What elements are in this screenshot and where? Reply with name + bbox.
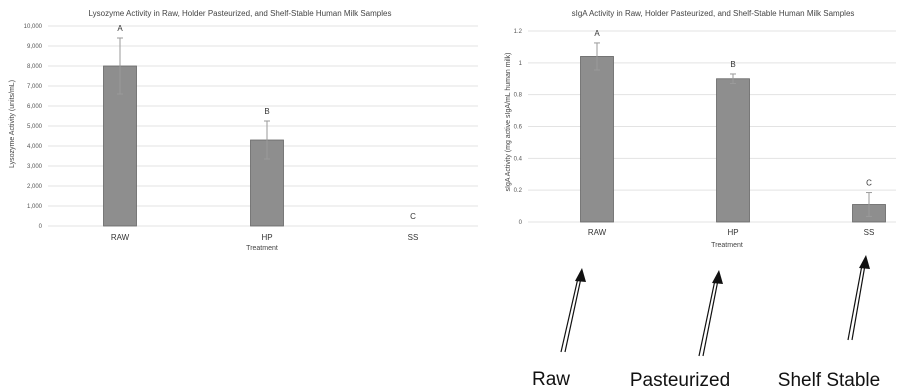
siga-y-tick-label: 1.2 <box>514 29 523 35</box>
siga-category-label-hp: HP <box>727 228 738 237</box>
lysozyme-y-tick-label: 3,000 <box>27 164 43 170</box>
annotation-pasteurized: Pasteurized <box>630 370 730 391</box>
siga-y-tick-label: 0.8 <box>514 93 523 99</box>
siga-y-tick-label: 0 <box>519 220 523 226</box>
lysozyme-y-axis-label: Lysozyme Activity (units/mL) <box>9 80 16 168</box>
siga-x-axis-label: Treatment <box>711 242 743 249</box>
lysozyme-category-label-hp: HP <box>261 233 272 242</box>
lysozyme-x-axis-label: Treatment <box>246 245 278 252</box>
annotation-shelf-stable: Shelf Stable <box>778 370 880 391</box>
lysozyme-y-tick-label: 8,000 <box>27 64 43 70</box>
lysozyme-y-tick-label: 9,000 <box>27 44 43 50</box>
siga-bar-hp <box>716 78 750 223</box>
lysozyme-y-tick-label: 1,000 <box>27 204 43 210</box>
annotation-raw: Raw <box>532 369 570 390</box>
annotation-group: Raw Pasteurized Shelf Stable <box>532 255 880 391</box>
raw-arrow-icon <box>560 268 586 353</box>
lysozyme-category-label-raw: RAW <box>111 233 130 242</box>
lysozyme-significance-ss: C <box>410 212 416 221</box>
siga-chart: sIgA Activity in Raw, Holder Pasteurized… <box>505 9 896 249</box>
lysozyme-y-tick-label: 7,000 <box>27 84 43 90</box>
lysozyme-category-label-ss: SS <box>408 233 419 242</box>
lysozyme-y-tick-label: 0 <box>39 224 43 230</box>
lysozyme-chart: Lysozyme Activity in Raw, Holder Pasteur… <box>9 9 478 252</box>
siga-bar-raw <box>580 56 614 223</box>
lysozyme-significance-hp: B <box>264 107 269 116</box>
lysozyme-y-tick-label: 5,000 <box>27 124 43 130</box>
siga-y-tick-label: 1 <box>519 61 523 67</box>
lysozyme-y-tick-label: 10,000 <box>24 24 43 30</box>
lysozyme-chart-title: Lysozyme Activity in Raw, Holder Pasteur… <box>89 9 392 18</box>
siga-chart-title: sIgA Activity in Raw, Holder Pasteurized… <box>572 9 855 18</box>
siga-significance-ss: C <box>866 179 872 188</box>
siga-category-label-raw: RAW <box>588 228 607 237</box>
siga-category-label-ss: SS <box>864 228 875 237</box>
lysozyme-y-tick-label: 6,000 <box>27 104 43 110</box>
siga-y-axis-label: sIgA Activity (mg active sIgA/mL human m… <box>505 52 512 191</box>
lysozyme-y-tick-label: 2,000 <box>27 184 43 190</box>
siga-y-tick-label: 0.2 <box>514 188 523 194</box>
siga-significance-raw: A <box>594 29 600 38</box>
lysozyme-y-tick-label: 4,000 <box>27 144 43 150</box>
shelf-stable-arrow-icon <box>847 255 870 341</box>
lysozyme-significance-raw: A <box>117 24 123 33</box>
pasteurized-arrow-icon <box>698 270 723 357</box>
siga-significance-hp: B <box>730 60 735 69</box>
siga-y-tick-label: 0.4 <box>514 156 523 162</box>
siga-y-tick-label: 0.6 <box>514 125 523 131</box>
